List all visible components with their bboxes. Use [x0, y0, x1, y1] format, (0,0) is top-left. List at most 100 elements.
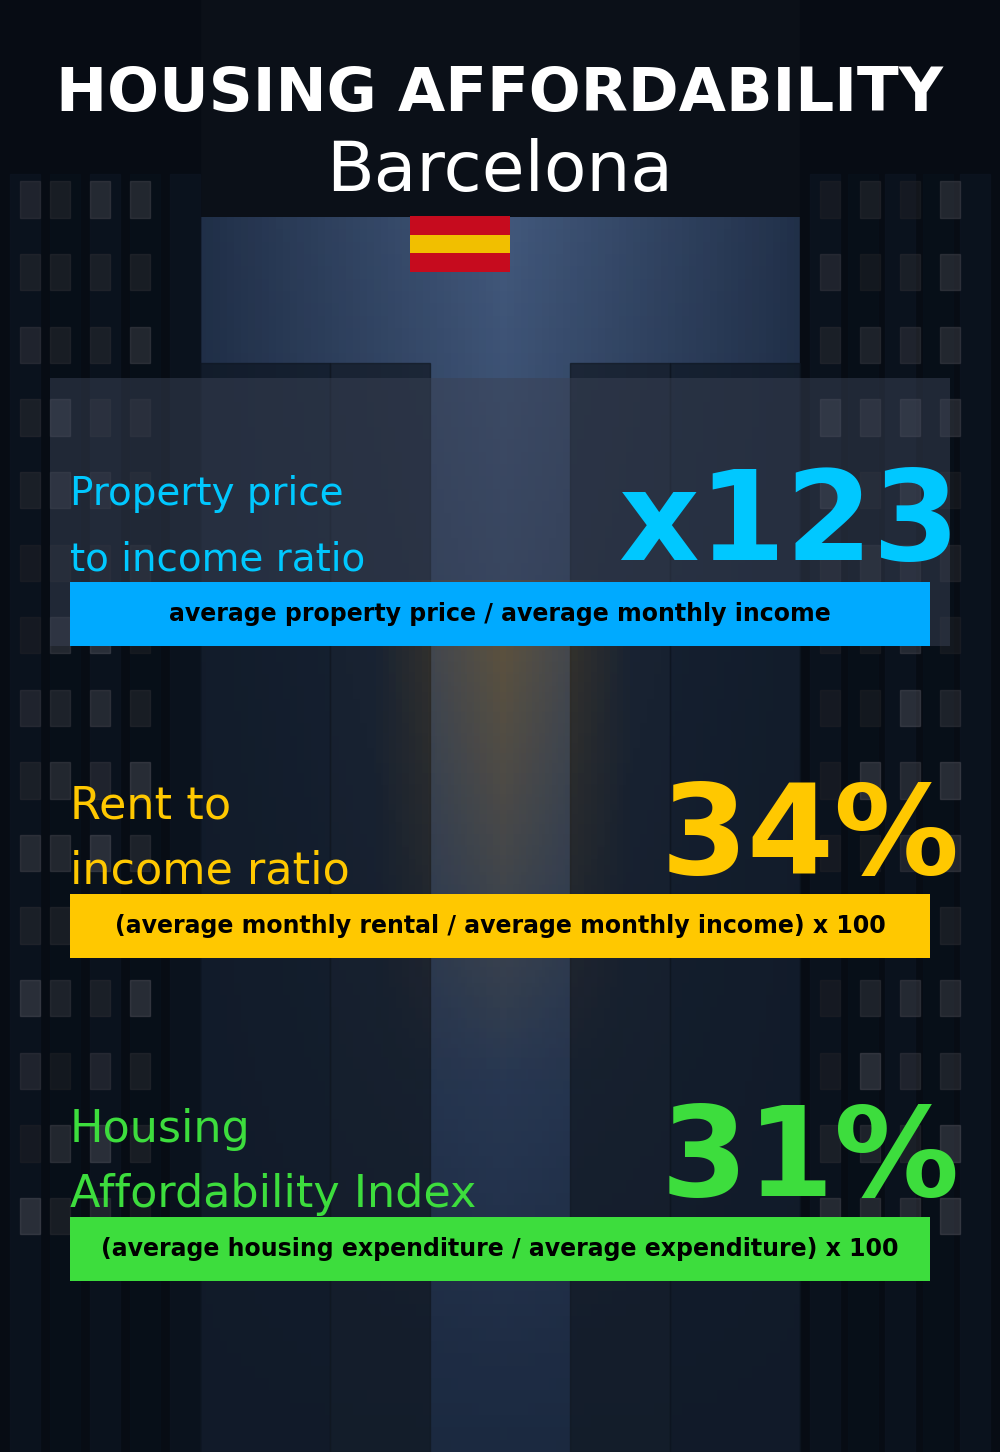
Bar	[50, 327, 70, 363]
Bar	[940, 327, 960, 363]
Bar	[90, 617, 110, 653]
Bar	[170, 174, 200, 1452]
Bar	[130, 1125, 150, 1162]
Bar	[90, 182, 110, 218]
Bar	[20, 762, 40, 799]
Text: 31%: 31%	[661, 1101, 960, 1223]
Bar	[940, 254, 960, 290]
Bar	[50, 254, 70, 290]
Bar	[860, 472, 880, 508]
Bar	[940, 908, 960, 944]
Text: x123: x123	[618, 465, 960, 587]
Bar	[50, 1125, 70, 1162]
Bar	[130, 544, 150, 581]
Bar	[900, 762, 920, 799]
Bar	[410, 253, 510, 272]
Bar	[820, 182, 840, 218]
Text: income ratio: income ratio	[70, 849, 350, 893]
Bar	[860, 835, 880, 871]
Bar	[90, 908, 110, 944]
Bar	[200, 363, 330, 1452]
Text: (average monthly rental / average monthly income) x 100: (average monthly rental / average monthl…	[115, 915, 885, 938]
Bar	[90, 690, 110, 726]
Bar	[900, 690, 920, 726]
Text: Affordability Index: Affordability Index	[70, 1173, 476, 1217]
Bar	[20, 617, 40, 653]
Bar	[900, 399, 920, 436]
Bar	[130, 327, 150, 363]
Bar	[50, 1053, 70, 1089]
Bar	[90, 174, 120, 1452]
Bar	[900, 1198, 920, 1234]
Text: Rent to: Rent to	[70, 784, 231, 828]
Bar	[885, 174, 915, 1452]
Bar	[860, 1198, 880, 1234]
Bar	[922, 174, 952, 1452]
Bar	[130, 762, 150, 799]
Bar	[670, 363, 800, 1452]
Bar	[20, 1053, 40, 1089]
Bar	[820, 835, 840, 871]
Bar	[900, 617, 920, 653]
Bar	[50, 472, 70, 508]
Bar	[820, 254, 840, 290]
Bar	[860, 544, 880, 581]
Bar	[860, 980, 880, 1016]
Bar	[800, 0, 1000, 1452]
Bar	[90, 327, 110, 363]
Bar	[940, 980, 960, 1016]
Bar	[900, 1125, 920, 1162]
Bar	[20, 472, 40, 508]
Bar	[860, 327, 880, 363]
Bar	[820, 980, 840, 1016]
Bar	[820, 1125, 840, 1162]
Bar	[330, 363, 430, 1452]
Bar	[940, 399, 960, 436]
Bar	[20, 182, 40, 218]
Bar	[820, 472, 840, 508]
Bar	[820, 544, 840, 581]
Bar	[70, 582, 930, 646]
Bar	[820, 1053, 840, 1089]
Bar	[820, 762, 840, 799]
Bar	[820, 690, 840, 726]
Bar	[70, 1217, 930, 1281]
Bar	[940, 1053, 960, 1089]
Bar	[900, 980, 920, 1016]
Text: to income ratio: to income ratio	[70, 540, 365, 578]
Bar	[50, 980, 70, 1016]
Bar	[130, 399, 150, 436]
Bar	[130, 908, 150, 944]
Bar	[860, 1053, 880, 1089]
Text: Property price: Property price	[70, 475, 344, 513]
Bar	[20, 835, 40, 871]
Bar	[90, 762, 110, 799]
Bar	[50, 690, 70, 726]
Bar	[900, 327, 920, 363]
Bar	[410, 216, 510, 235]
Bar	[20, 254, 40, 290]
Bar	[900, 254, 920, 290]
Bar	[940, 472, 960, 508]
Bar	[860, 399, 880, 436]
Bar	[130, 254, 150, 290]
Bar	[50, 617, 70, 653]
Bar	[410, 235, 510, 253]
Bar	[130, 174, 160, 1452]
Bar	[130, 1198, 150, 1234]
Bar	[130, 690, 150, 726]
Bar	[940, 544, 960, 581]
Bar	[20, 1125, 40, 1162]
Text: HOUSING AFFORDABILITY: HOUSING AFFORDABILITY	[56, 65, 944, 123]
Bar	[20, 690, 40, 726]
Bar	[50, 762, 70, 799]
Bar	[940, 762, 960, 799]
Bar	[20, 980, 40, 1016]
Bar	[810, 174, 840, 1452]
Bar	[90, 1053, 110, 1089]
Bar	[20, 908, 40, 944]
Bar	[90, 835, 110, 871]
Bar	[820, 908, 840, 944]
Bar	[820, 399, 840, 436]
Text: Barcelona: Barcelona	[326, 138, 674, 205]
